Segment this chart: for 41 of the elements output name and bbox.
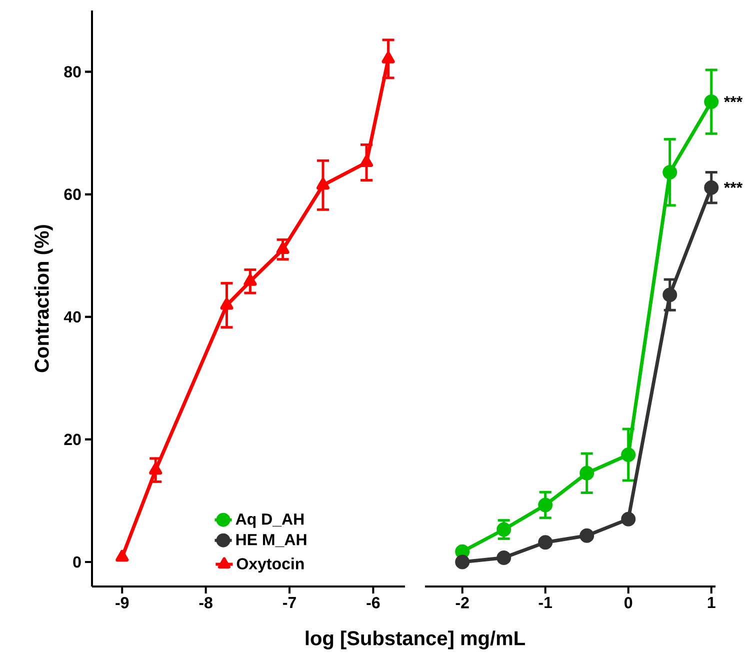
x-tick-label: -7: [283, 597, 296, 608]
legend-label: HE M_AH: [236, 534, 306, 548]
y-tick-label: 0: [73, 556, 81, 568]
point: [704, 94, 719, 110]
point: [220, 298, 234, 310]
y-tick-label: 80: [64, 66, 81, 78]
point: [496, 550, 512, 565]
point: [276, 242, 290, 254]
x-axis-title: log [Substance] mg/mL: [306, 630, 525, 650]
point: [538, 535, 553, 550]
point: [580, 466, 594, 480]
point: [580, 528, 594, 543]
point: [244, 274, 257, 286]
x-tick-label: -8: [199, 597, 212, 608]
x-tick-label: -9: [116, 597, 129, 608]
point: [455, 554, 470, 570]
point: [360, 155, 374, 167]
x-tick-label: 0: [624, 597, 632, 608]
x-tick-label: -1: [538, 597, 552, 608]
point: [316, 178, 330, 190]
legend-label: Aq D_AH: [236, 514, 304, 528]
x-tick-label: 1: [708, 597, 716, 608]
x-tick-label: -6: [366, 597, 380, 608]
point: [538, 498, 553, 512]
point: [662, 165, 678, 180]
point: [496, 522, 512, 537]
x-tick-label: -2: [456, 597, 469, 608]
y-tick-label: 20: [64, 434, 81, 446]
annotation: ***: [724, 182, 743, 188]
point: [662, 288, 678, 302]
legend-label: Oxytocin: [236, 558, 304, 573]
point: [621, 512, 636, 526]
point: [382, 52, 395, 64]
y-tick-label: 60: [64, 188, 81, 200]
point: [149, 462, 162, 475]
point: [704, 180, 719, 195]
annotation: ***: [724, 96, 743, 102]
point: [621, 448, 636, 462]
y-axis-title: Contraction (%): [34, 225, 53, 372]
point: [116, 550, 129, 562]
y-tick-label: 40: [64, 311, 81, 323]
